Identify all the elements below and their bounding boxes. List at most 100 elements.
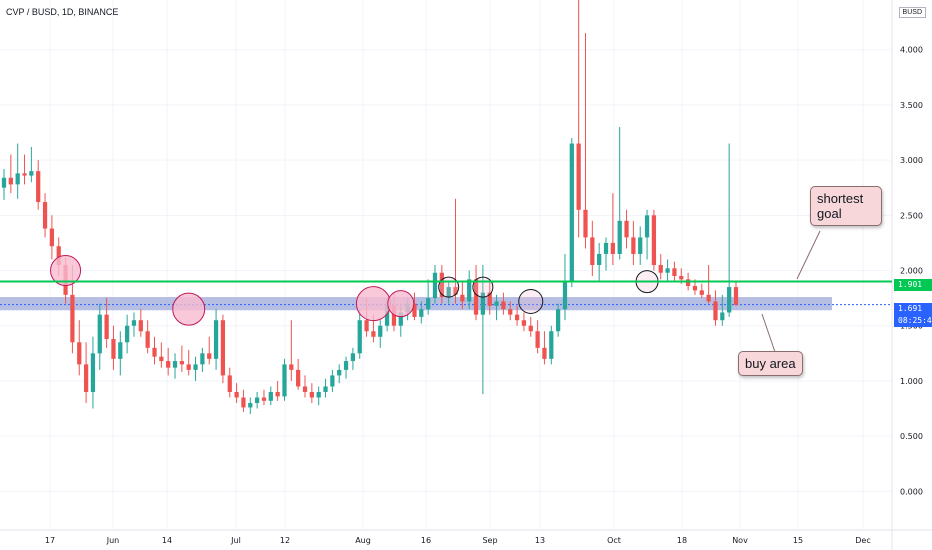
goal-pointer (796, 230, 821, 280)
candle (8, 154, 13, 194)
y-tick-label: 0.000 (900, 487, 923, 496)
y-axis[interactable]: 4.0003.5003.0002.5002.0001.5001.0000.500… (900, 46, 923, 497)
x-tick-label: Aug (355, 536, 371, 545)
candle (590, 220, 595, 277)
candle (36, 160, 41, 210)
candle (562, 253, 568, 321)
candle (713, 290, 718, 326)
candle (42, 193, 48, 238)
candle (556, 303, 561, 337)
candle (343, 356, 349, 379)
candle (316, 386, 321, 406)
x-tick-label: 16 (421, 536, 431, 545)
candle (569, 138, 574, 288)
candle (104, 298, 109, 348)
candle (97, 303, 102, 370)
candle (624, 209, 629, 249)
last-price-badge: 1.691 (894, 303, 932, 315)
highlight-circle (518, 288, 544, 314)
x-tick-label: 15 (793, 536, 803, 545)
y-tick-label: 1.000 (900, 377, 923, 386)
candle (603, 237, 609, 271)
candle (49, 215, 55, 260)
highlight-circle (472, 276, 494, 298)
candle (296, 358, 301, 390)
y-tick-label: 2.000 (900, 267, 923, 276)
candle (453, 198, 458, 304)
candle (330, 369, 335, 392)
x-tick-label: 14 (162, 536, 172, 545)
candle (460, 281, 465, 310)
candle (1, 168, 7, 200)
candle (282, 358, 287, 401)
candle (15, 143, 20, 199)
goal-price-badge: 1.901 (894, 279, 932, 291)
candle (514, 305, 520, 326)
buy-area-annotation: buy area (738, 351, 803, 376)
candle (77, 320, 82, 376)
highlight-circle (172, 292, 206, 326)
candle (535, 320, 540, 354)
candle (159, 342, 164, 368)
candle (658, 253, 663, 280)
candle (419, 301, 424, 324)
buy-pointer (761, 313, 776, 353)
candle (268, 386, 273, 406)
candle (487, 281, 492, 315)
candle (241, 389, 246, 412)
y-tick-label: 3.000 (900, 156, 923, 165)
x-tick-label: Oct (607, 536, 621, 545)
candle (275, 380, 280, 401)
candle (610, 193, 615, 265)
candle (542, 331, 547, 365)
y-tick-label: 4.000 (900, 46, 923, 55)
candle (118, 331, 123, 376)
candle (617, 126, 622, 260)
candle (583, 33, 588, 249)
x-axis[interactable]: 17 Jun 14 Jul 12 Aug 16 Sep 13 Oct 18 Nov 15 Dec (45, 536, 871, 545)
candle (720, 294, 725, 326)
candle (631, 220, 636, 265)
candle (494, 294, 499, 321)
candle (467, 270, 472, 310)
highlight-circle (438, 276, 460, 298)
currency-badge[interactable]: BUSD (898, 7, 926, 18)
candle (357, 309, 362, 359)
y-tick-label: 2.500 (900, 211, 923, 220)
candle (665, 259, 670, 282)
candle (234, 383, 239, 404)
candle (179, 345, 184, 373)
candle (528, 316, 533, 337)
candle (255, 391, 260, 409)
candle (22, 154, 27, 185)
x-tick-label: Nov (732, 536, 748, 545)
candle (207, 336, 212, 365)
candle (193, 356, 198, 381)
candle (480, 265, 485, 395)
candle (172, 353, 178, 379)
candle (446, 281, 451, 304)
candle (83, 342, 89, 404)
candle (727, 143, 732, 317)
candle (508, 301, 513, 321)
candle (706, 265, 711, 304)
candle (521, 312, 527, 332)
x-tick-label: 18 (677, 536, 687, 545)
candle (350, 347, 356, 370)
candle (186, 350, 191, 376)
goal-annotation: shortest goal (810, 186, 882, 226)
x-tick-label: 13 (535, 536, 545, 545)
highlight-circle (50, 255, 82, 287)
candle (248, 397, 253, 415)
candle (309, 383, 314, 404)
candle (289, 320, 294, 381)
candle (337, 364, 342, 384)
candle (200, 347, 205, 373)
y-tick-label: 0.500 (900, 432, 923, 441)
chart-title: CVP / BUSD, 1D, BINANCE (6, 7, 119, 17)
candle (131, 312, 137, 337)
x-tick-label: Jun (106, 536, 120, 545)
candle (597, 242, 602, 282)
